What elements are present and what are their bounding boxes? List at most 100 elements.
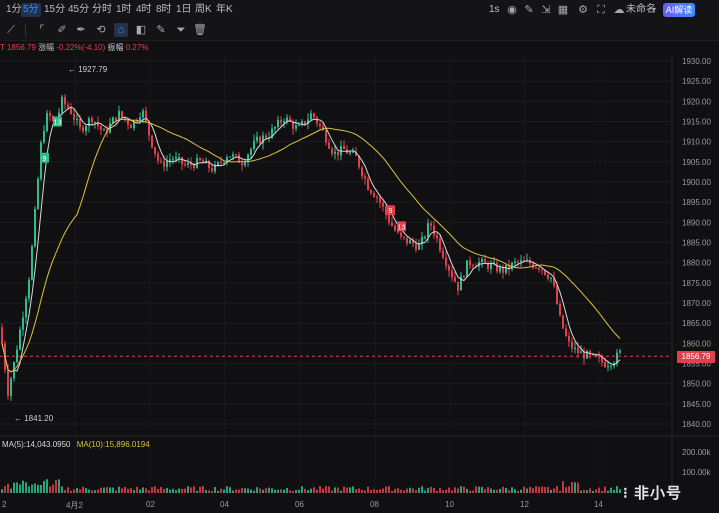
tf-8h[interactable]: 8时 xyxy=(156,4,172,15)
tf-year[interactable]: 年K xyxy=(216,4,233,15)
ma5-legend: MA(5):14,043.0950 xyxy=(2,440,71,449)
volume-bar xyxy=(100,487,102,493)
pen-icon[interactable]: ✎ xyxy=(524,4,534,16)
candle-body xyxy=(253,140,255,149)
candle-body xyxy=(31,246,33,280)
tf-week[interactable]: 周K xyxy=(195,4,212,15)
x-label-0: 2 xyxy=(2,500,7,509)
ruler-icon[interactable]: ⟲ xyxy=(96,24,106,36)
candle-body xyxy=(28,279,30,299)
candle-body xyxy=(442,250,444,258)
volume-bar xyxy=(34,483,36,493)
volume-bar xyxy=(232,490,234,493)
price-tick: 1900.00 xyxy=(682,178,711,187)
volume-bar xyxy=(61,486,63,493)
cloud-icon[interactable]: ☁ xyxy=(613,4,625,16)
volume-bar xyxy=(400,489,402,493)
candle-body xyxy=(43,130,45,143)
candle-body xyxy=(424,237,426,239)
candle-body xyxy=(457,281,459,291)
tf-5m[interactable]: 5分 xyxy=(21,3,41,17)
lock-icon[interactable]: ⌂ xyxy=(114,23,128,37)
candle-body xyxy=(601,357,603,363)
candles xyxy=(1,94,621,401)
filter-icon[interactable]: ⏷ xyxy=(176,24,186,36)
candle-body xyxy=(100,125,102,130)
volume-bar xyxy=(619,489,621,493)
candle-body xyxy=(226,157,228,163)
volume-bar xyxy=(361,489,363,493)
volume-bar xyxy=(487,487,489,493)
layout-name[interactable]: 未命名 xyxy=(626,4,656,15)
volume-bar xyxy=(67,487,69,493)
tf-15m[interactable]: 15分 xyxy=(44,4,66,15)
candle-body xyxy=(250,148,252,155)
ai-interpret-button[interactable]: AI解读 xyxy=(663,3,695,17)
tf-intraday[interactable]: 分时 xyxy=(92,4,112,15)
volume-bar xyxy=(601,490,603,493)
candle-body xyxy=(124,116,126,120)
volume-bar xyxy=(148,490,150,493)
candle-body xyxy=(37,178,39,209)
candlestick-chart[interactable]: 1930.00 1925.00 1920.00 1915.00 1910.00 1905.… xyxy=(0,56,719,496)
volume-bar xyxy=(391,490,393,493)
volume-bar xyxy=(316,489,318,493)
tf-4h[interactable]: 4时 xyxy=(136,4,152,15)
trash-icon[interactable]: 🗑 xyxy=(193,24,207,36)
volume-bar xyxy=(298,489,300,493)
volume-bar xyxy=(547,487,549,493)
pencil-icon[interactable]: ✐ xyxy=(57,24,67,36)
volume-bar xyxy=(523,486,525,493)
export-icon[interactable]: ⇲ xyxy=(541,4,551,16)
candle-body xyxy=(418,244,420,250)
candle-body xyxy=(148,121,150,136)
candle-body xyxy=(67,104,69,108)
volume-bar xyxy=(346,487,348,493)
tf-1h[interactable]: 1时 xyxy=(116,4,132,15)
volume-bar xyxy=(478,486,480,493)
volume-bar xyxy=(250,489,252,493)
volume-bar xyxy=(610,487,612,493)
volume-bar xyxy=(283,489,285,493)
volume-bar xyxy=(37,484,39,493)
collapse-icon[interactable]: ⟋ xyxy=(7,24,15,36)
candle-body xyxy=(208,160,210,169)
candle-body xyxy=(121,111,123,117)
volume-bar xyxy=(124,487,126,493)
candle-body xyxy=(439,238,441,251)
candle-body xyxy=(70,107,72,114)
candle-body xyxy=(85,126,87,132)
volume-bar xyxy=(607,490,609,493)
candle-body xyxy=(187,162,189,165)
volume-bar xyxy=(382,488,384,493)
candle-body xyxy=(364,176,366,179)
calculator-icon[interactable]: ▦ xyxy=(557,4,569,16)
crosshair-icon[interactable]: ⌜ xyxy=(39,24,45,36)
volume-bar xyxy=(433,487,435,493)
brush-icon[interactable]: ✒ xyxy=(76,24,86,36)
candle-body xyxy=(286,117,288,122)
sequence-marker xyxy=(386,205,395,216)
fullscreen-icon[interactable]: ⛶ xyxy=(597,4,605,16)
volume-bar xyxy=(580,490,582,493)
camera-icon[interactable]: ◉ xyxy=(507,4,517,16)
volume-bar xyxy=(220,488,222,493)
volume-bar xyxy=(472,490,474,493)
volume-bar xyxy=(142,487,144,493)
eye-icon[interactable]: ✎ xyxy=(156,24,166,36)
settings-icon[interactable]: ⚙ xyxy=(578,4,588,16)
volume-bar xyxy=(205,490,207,493)
volume-bar xyxy=(118,486,120,493)
candle-body xyxy=(49,113,51,116)
candle-body xyxy=(547,274,549,279)
candle-body xyxy=(184,164,186,166)
interval-selector[interactable]: 1s xyxy=(489,4,500,15)
tf-1d[interactable]: 1日 xyxy=(176,4,192,15)
tf-1m[interactable]: 1分 xyxy=(6,4,22,15)
candle-body xyxy=(277,119,279,128)
volume-bar xyxy=(259,488,261,493)
tf-45m[interactable]: 45分 xyxy=(68,4,90,15)
volume-bar xyxy=(421,486,423,493)
chevron-down-icon[interactable]: ▾ xyxy=(651,5,656,14)
magnet-icon[interactable]: ◧ xyxy=(135,24,147,36)
